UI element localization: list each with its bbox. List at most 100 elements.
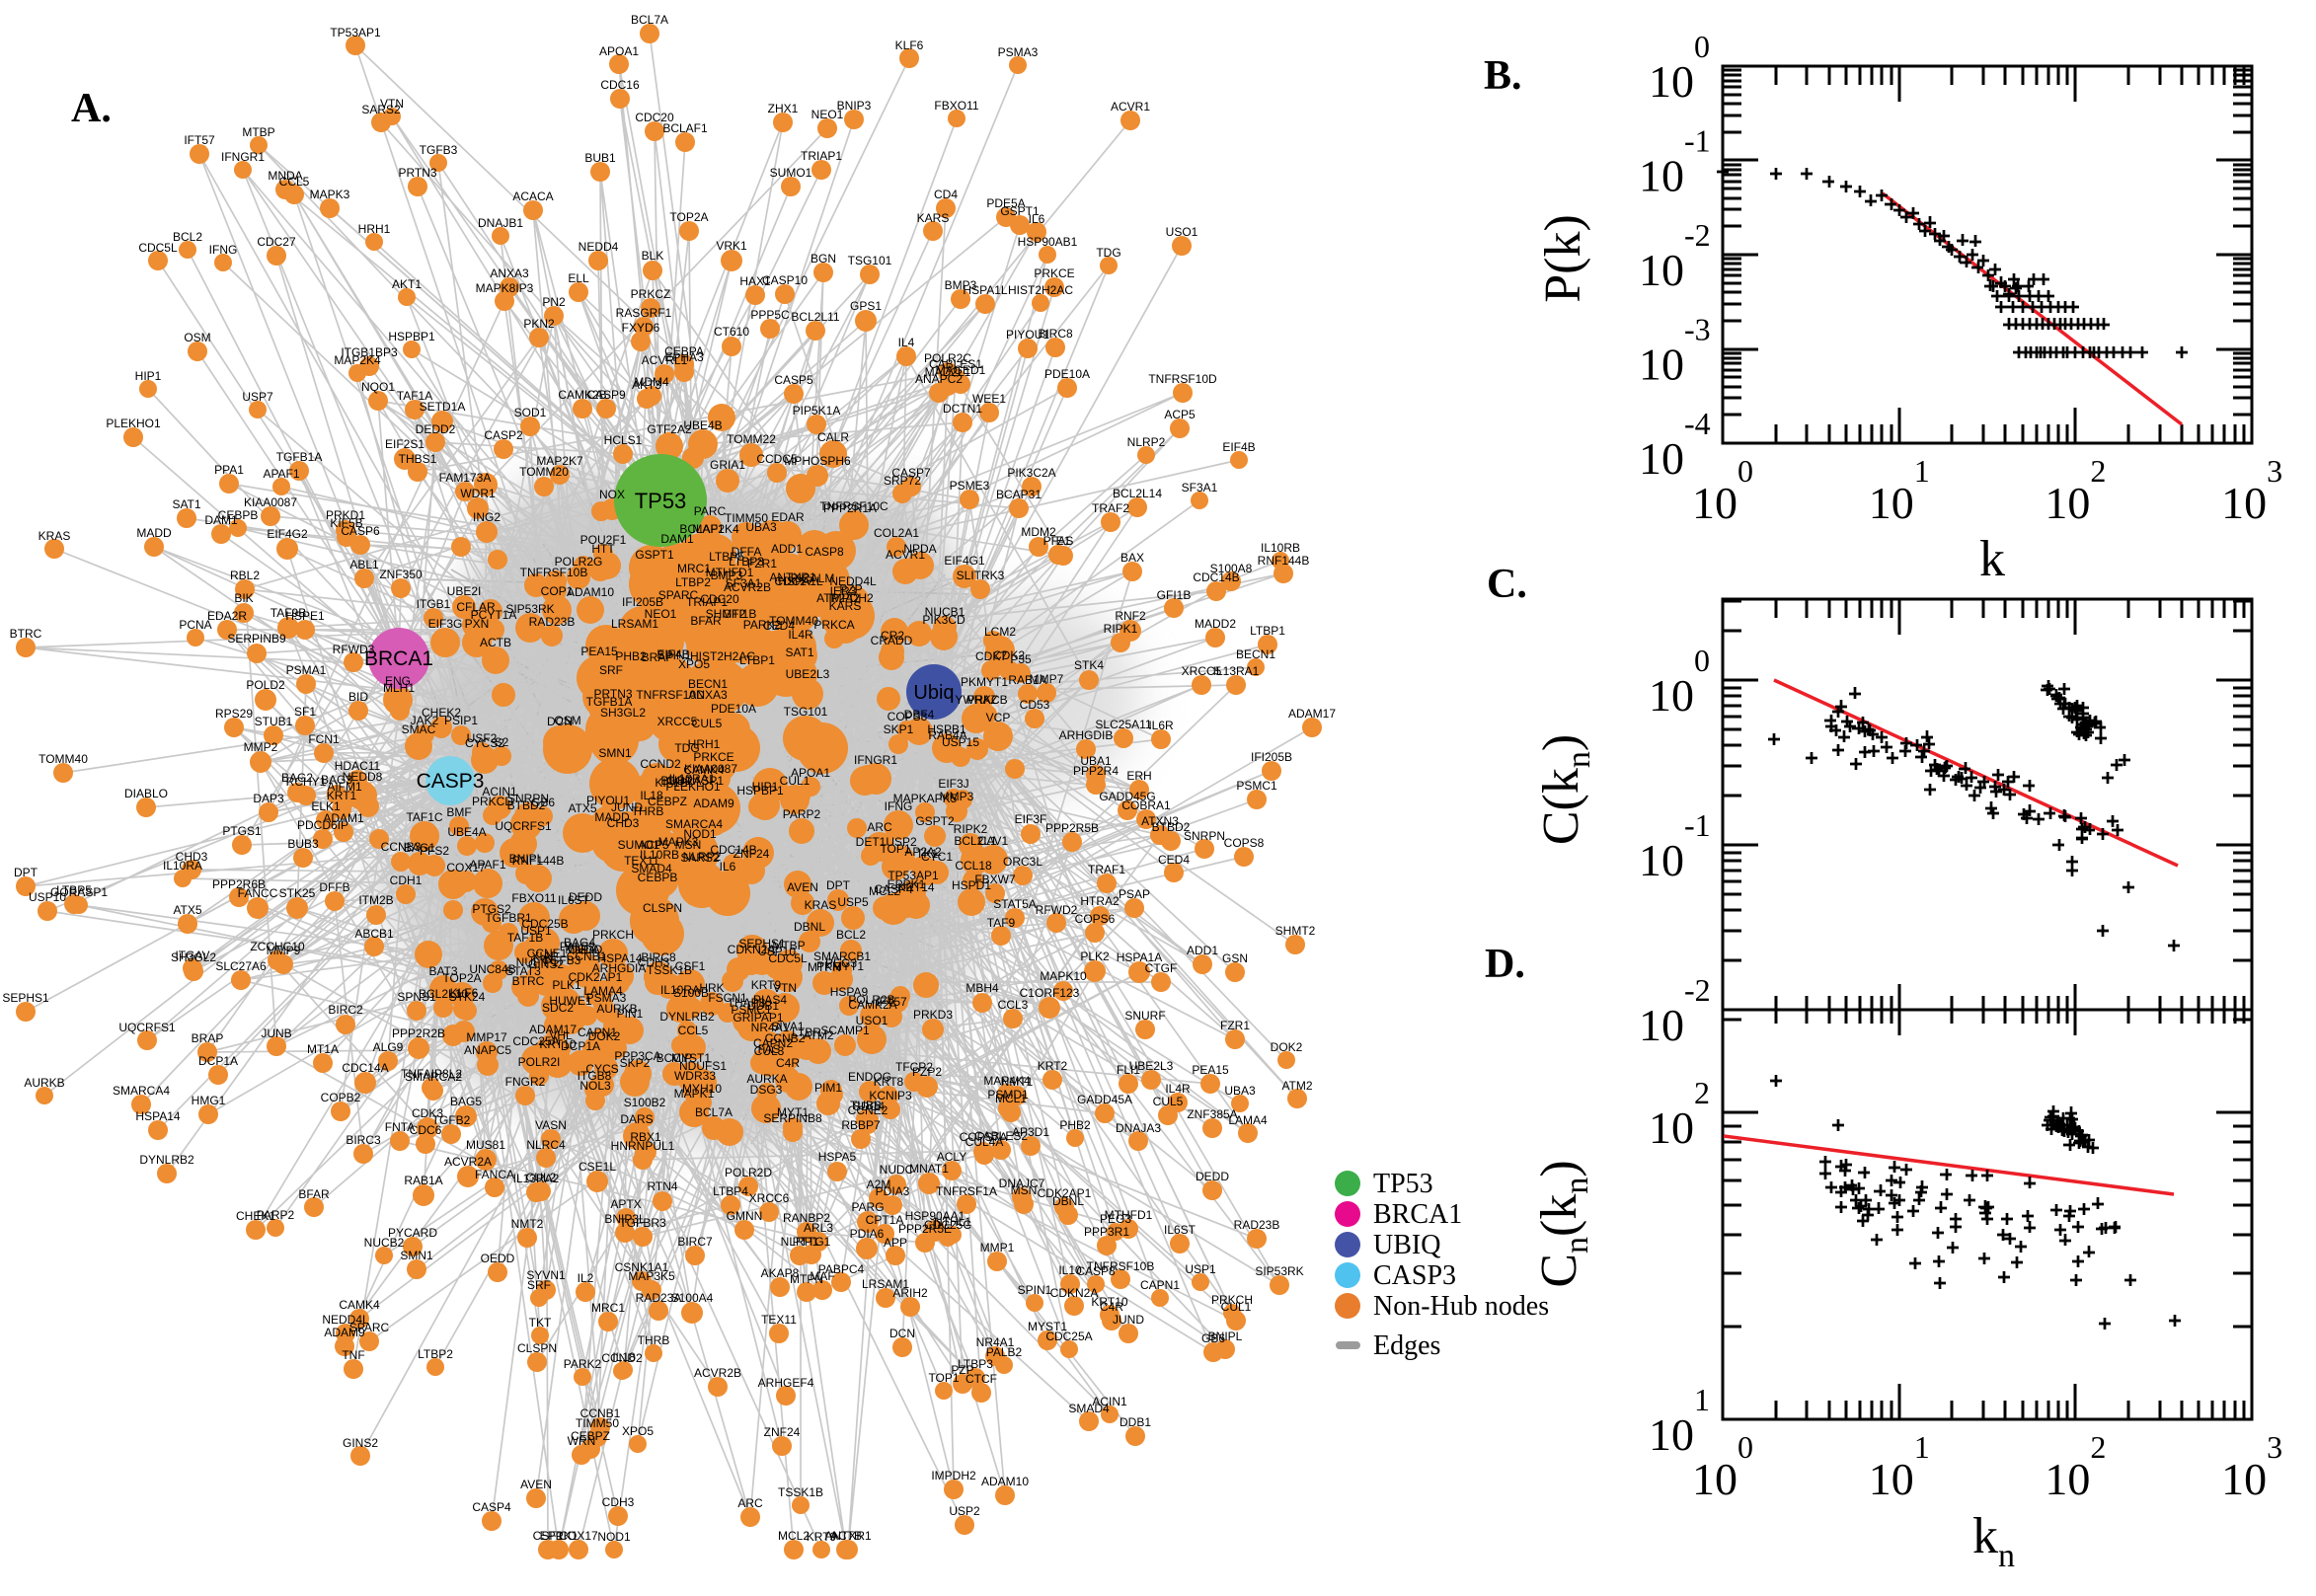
svg-text:IL6ST: IL6ST: [558, 893, 590, 907]
svg-text:PPP5C: PPP5C: [750, 308, 790, 322]
svg-text:PLK1: PLK1: [552, 978, 581, 992]
svg-text:BCL2: BCL2: [836, 928, 866, 942]
svg-text:ZNF24: ZNF24: [733, 847, 770, 861]
svg-text:AURKB: AURKB: [24, 1076, 64, 1090]
svg-text:TAF1C: TAF1C: [406, 810, 442, 824]
svg-text:THAP8: THAP8: [728, 996, 766, 1010]
svg-text:UBE2I: UBE2I: [447, 584, 482, 598]
svg-text:PEG3: PEG3: [1100, 1212, 1131, 1226]
svg-text:CCL5: CCL5: [279, 175, 310, 189]
svg-text:AP2A2: AP2A2: [904, 845, 942, 859]
svg-text:IL10RA: IL10RA: [660, 983, 700, 997]
svg-text:KRT2: KRT2: [1038, 1059, 1068, 1073]
svg-text:SCAMP1: SCAMP1: [820, 1024, 870, 1037]
svg-text:OSM: OSM: [554, 714, 580, 727]
svg-text:MCL1: MCL1: [995, 1092, 1027, 1105]
svg-text:PSAP: PSAP: [1119, 887, 1150, 901]
svg-text:MSN: MSN: [1011, 1183, 1038, 1197]
svg-text:CASP10: CASP10: [762, 273, 808, 287]
svg-text:SRP72: SRP72: [884, 474, 921, 488]
svg-text:CD4: CD4: [934, 188, 958, 201]
svg-text:NPDA: NPDA: [903, 542, 936, 556]
svg-text:10: 10: [1869, 478, 1914, 528]
svg-text:FNTA: FNTA: [385, 1120, 415, 1134]
svg-text:DPT: DPT: [826, 878, 851, 892]
svg-text:FANCC: FANCC: [238, 886, 278, 900]
svg-text:ACTB: ACTB: [830, 1529, 862, 1543]
svg-text:UQCRFS1: UQCRFS1: [118, 1021, 176, 1034]
svg-text:SHMT2: SHMT2: [1275, 924, 1316, 938]
svg-text:MTHFD1: MTHFD1: [1105, 1208, 1153, 1222]
svg-text:IFNGR1: IFNGR1: [221, 150, 265, 164]
svg-text:CDKN2A: CDKN2A: [728, 943, 776, 956]
svg-text:BIRC8: BIRC8: [641, 950, 676, 964]
svg-text:CDC27: CDC27: [257, 235, 296, 249]
svg-text:SPARC: SPARC: [349, 1321, 390, 1334]
svg-text:CRADD: CRADD: [871, 634, 913, 647]
svg-text:PARK2: PARK2: [743, 618, 782, 632]
svg-text:BTBD2: BTBD2: [507, 798, 546, 812]
svg-text:EIF3J: EIF3J: [938, 777, 968, 791]
svg-text:SUMO1: SUMO1: [618, 838, 660, 852]
svg-text:BCL2: BCL2: [173, 230, 202, 244]
svg-text:10: 10: [2221, 478, 2267, 528]
svg-text:SMAD4: SMAD4: [631, 862, 672, 875]
svg-text:STK4: STK4: [1074, 658, 1104, 672]
svg-text:TGFB3: TGFB3: [543, 953, 581, 967]
svg-text:CAPN1: CAPN1: [578, 1026, 617, 1039]
svg-text:GORASP1: GORASP1: [50, 885, 108, 899]
svg-text:MMP3: MMP3: [940, 790, 974, 803]
svg-text:SMARCB1: SMARCB1: [813, 950, 871, 963]
svg-text:10: 10: [1869, 1454, 1914, 1504]
svg-text:SHMT2: SHMT2: [706, 607, 746, 621]
svg-text:ATM2: ATM2: [803, 1028, 833, 1042]
svg-text:DSG3: DSG3: [750, 1083, 783, 1097]
svg-text:PPP2R1A: PPP2R1A: [823, 501, 877, 515]
svg-text:BCL2L14: BCL2L14: [1113, 487, 1162, 500]
svg-text:XPO5: XPO5: [622, 1424, 654, 1438]
svg-text:CAMK4: CAMK4: [683, 763, 725, 777]
svg-text:EPPK1: EPPK1: [540, 1529, 579, 1543]
svg-text:RNF144B: RNF144B: [1258, 554, 1310, 568]
svg-text:HIST2H2AC: HIST2H2AC: [1008, 283, 1073, 297]
svg-text:SARS2: SARS2: [680, 851, 720, 865]
svg-text:ADAM10: ADAM10: [981, 1475, 1029, 1488]
svg-text:PPP3R1: PPP3R1: [1084, 1225, 1129, 1239]
svg-text:DOK2: DOK2: [1271, 1040, 1303, 1054]
svg-text:THRB: THRB: [632, 804, 664, 818]
svg-text:ATX5: ATX5: [173, 903, 201, 917]
svg-text:DFFA: DFFA: [732, 545, 762, 559]
svg-text:MMP2: MMP2: [244, 740, 278, 754]
svg-text:-2: -2: [1684, 217, 1711, 253]
svg-text:GMNN: GMNN: [727, 1209, 763, 1223]
svg-text:GADD45G: GADD45G: [1099, 790, 1155, 803]
svg-text:MCL2: MCL2: [869, 884, 900, 898]
svg-text:PZP: PZP: [951, 1363, 973, 1377]
svg-text:BECN1: BECN1: [688, 677, 728, 691]
svg-text:JUNB: JUNB: [261, 1026, 291, 1040]
svg-text:HIP1: HIP1: [135, 369, 162, 383]
svg-text:FBXW7: FBXW7: [974, 873, 1016, 886]
svg-text:GADD45A: GADD45A: [1077, 1093, 1132, 1106]
svg-text:ADAM1: ADAM1: [323, 811, 364, 825]
svg-text:BIRC2: BIRC2: [328, 1003, 363, 1017]
svg-text:S2: S2: [495, 735, 509, 749]
svg-text:GPS1: GPS1: [850, 299, 882, 313]
svg-text:CYCS2: CYCS2: [465, 736, 504, 750]
svg-text:PRKCH: PRKCH: [1211, 1293, 1253, 1307]
svg-text:PSIP1: PSIP1: [444, 714, 478, 727]
svg-text:PRKCH: PRKCH: [592, 928, 634, 942]
svg-text:S100A8: S100A8: [1210, 562, 1253, 575]
svg-text:PZP2: PZP2: [912, 1065, 942, 1079]
svg-text:TRAF2: TRAF2: [1092, 501, 1129, 515]
svg-text:BNIPL: BNIPL: [509, 852, 544, 866]
svg-text:CAV1: CAV1: [978, 834, 1009, 848]
svg-text:PN2: PN2: [542, 295, 566, 309]
svg-text:HIP1: HIP1: [752, 780, 779, 794]
svg-text:TAF9: TAF9: [987, 916, 1016, 930]
svg-text:CDK2AP1: CDK2AP1: [569, 970, 623, 984]
svg-text:COX17: COX17: [446, 861, 486, 874]
svg-text:CAMK4: CAMK4: [339, 1298, 380, 1312]
svg-text:TNFRSF10C: TNFRSF10C: [819, 499, 888, 513]
svg-text:BCLAF1: BCLAF1: [679, 522, 725, 536]
